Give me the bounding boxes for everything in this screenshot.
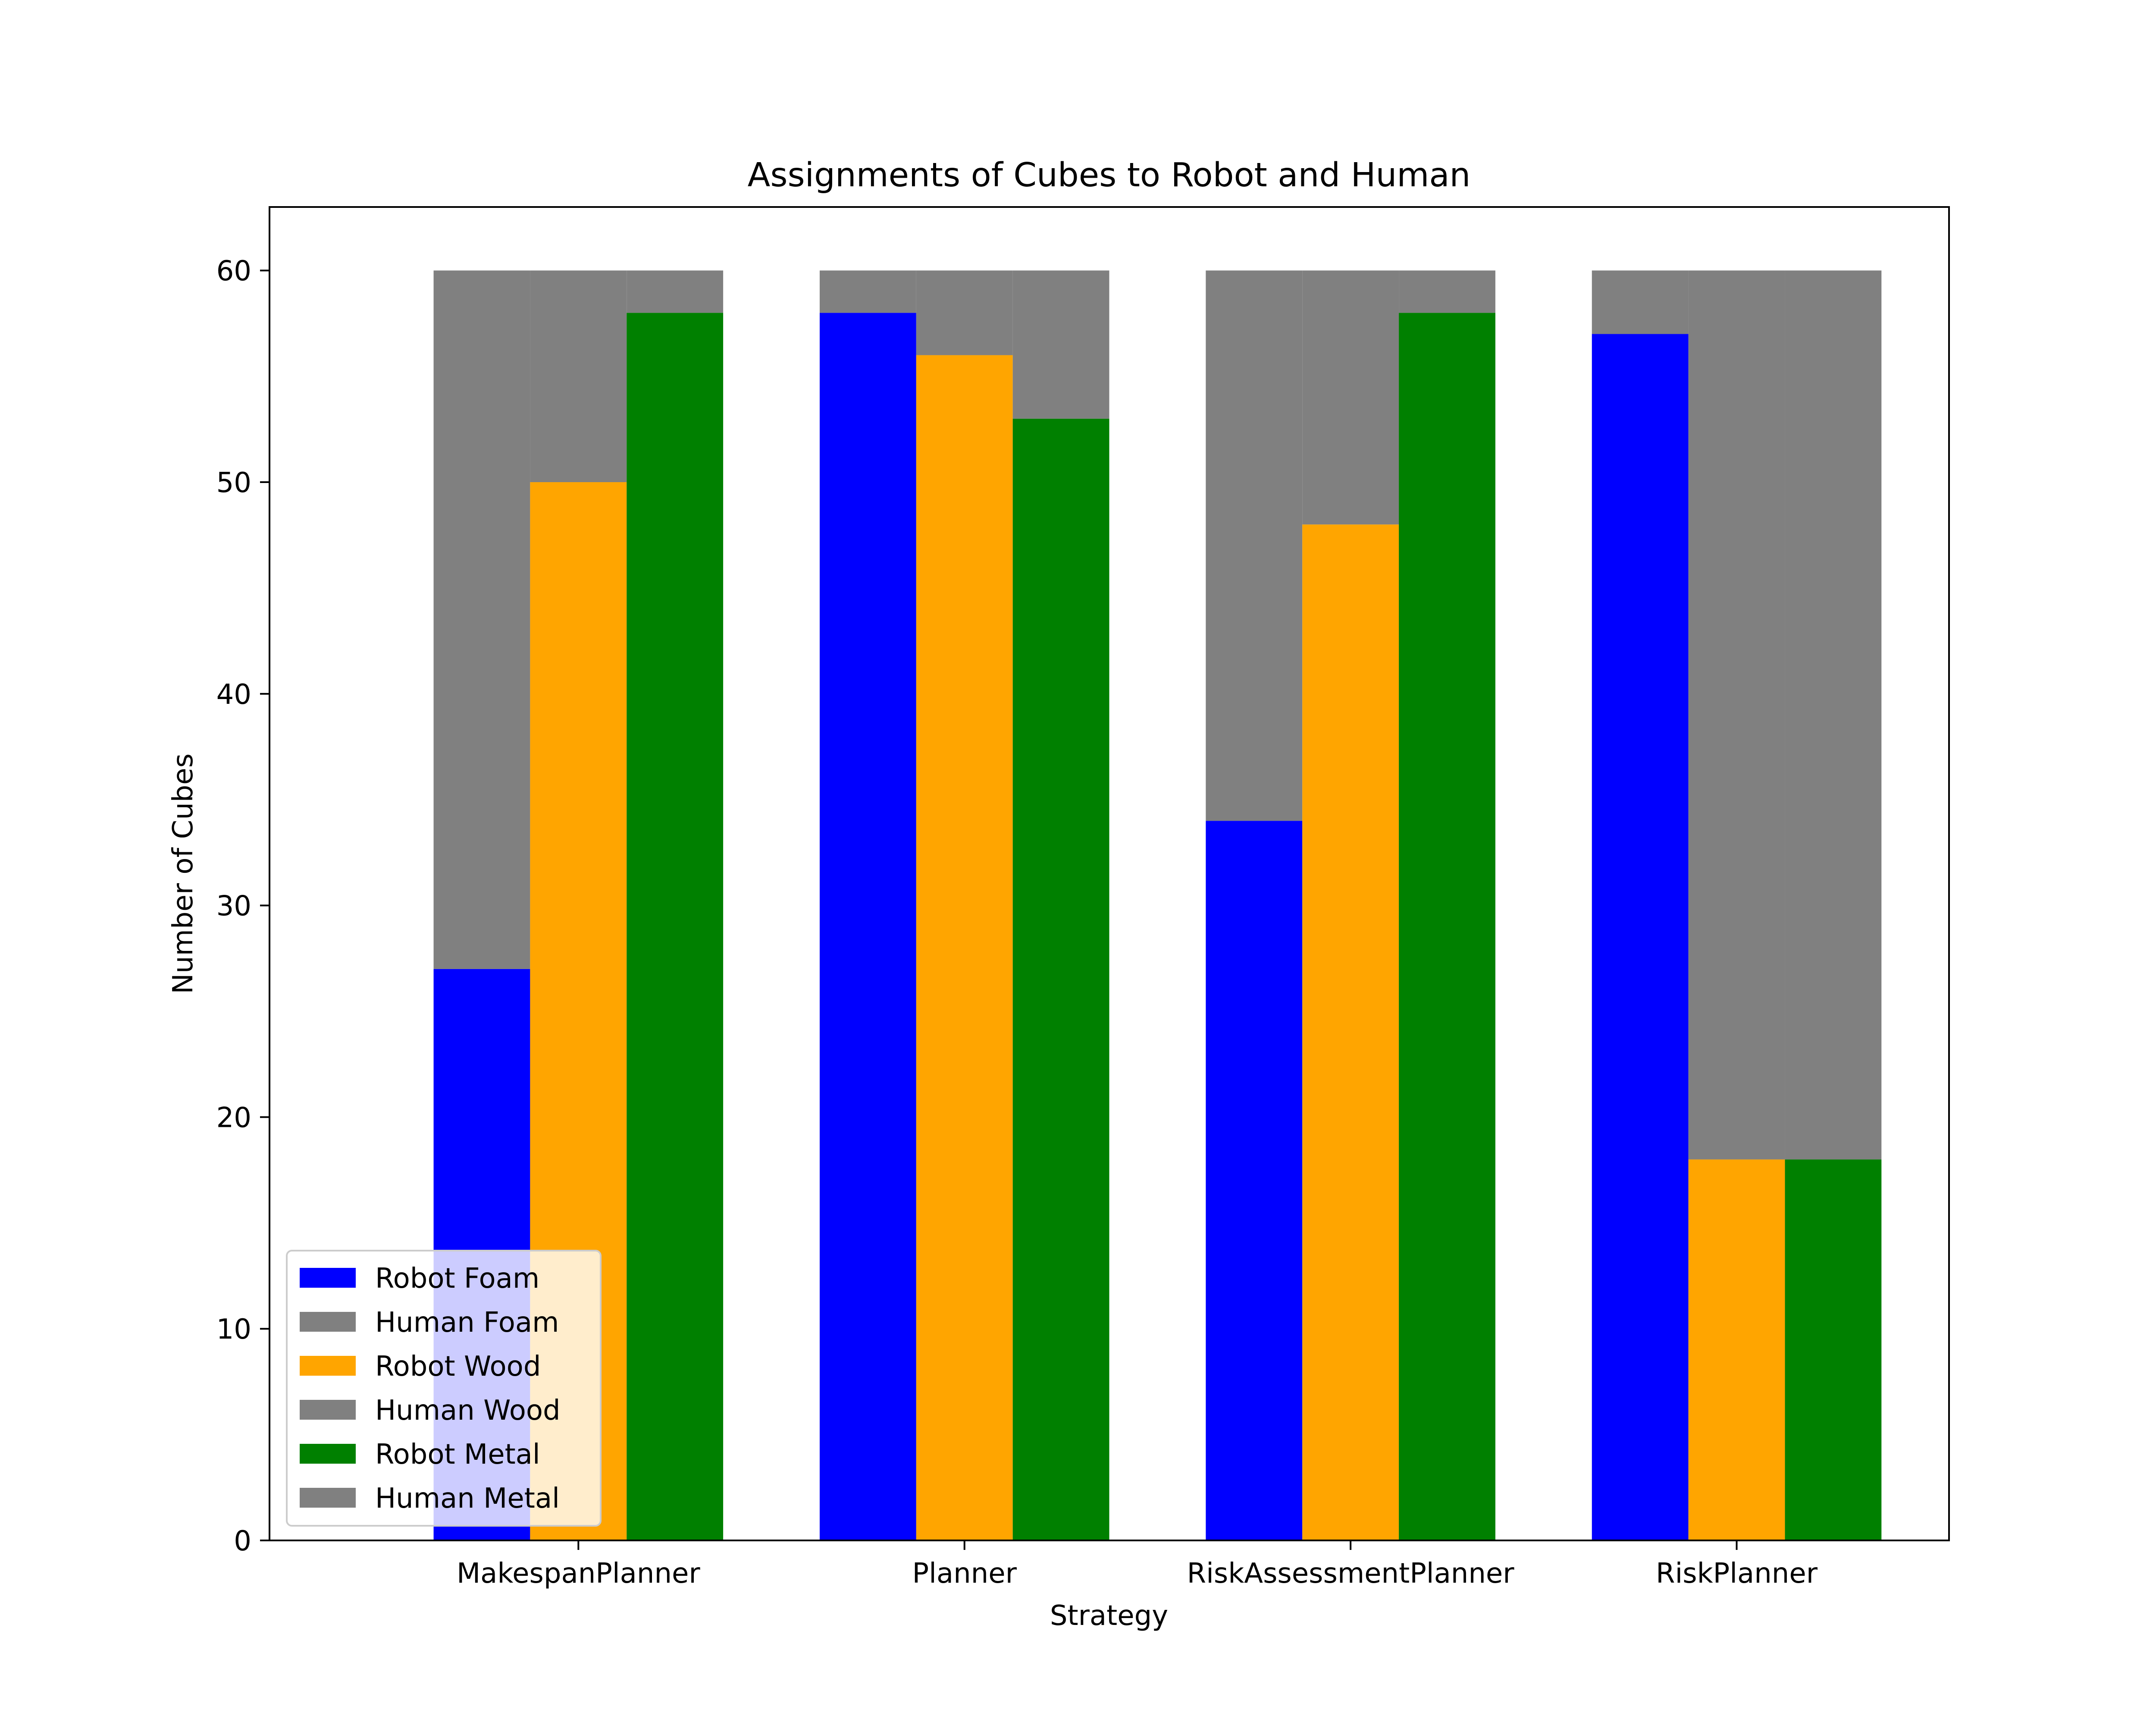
y-axis: 0 10 20 30 40 50 60 [216,255,270,1557]
bar-human-foam-riskplanner [1592,270,1689,334]
bar-human-wood-makespanplanner [530,270,627,483]
legend-label-human-wood: Human Wood [375,1395,561,1427]
legend: Robot Foam Human Foam Robot Wood Human Wood… [286,1250,602,1527]
legend-label-robot-wood: Robot Wood [375,1351,541,1383]
y-tick-label: 40 [216,679,251,711]
legend-label-robot-metal: Robot Metal [375,1439,540,1471]
bar-robot-metal-riskassessmentplanner [1399,313,1495,1540]
y-tick-label: 50 [216,467,251,499]
y-tick-label: 20 [216,1102,251,1134]
legend-label-human-foam: Human Foam [375,1307,559,1339]
bar-robot-foam-riskplanner [1592,334,1689,1541]
bar-robot-wood-riskplanner [1688,1159,1785,1540]
legend-swatch-robot-metal [300,1444,356,1464]
x-tick-label: Planner [912,1558,1017,1590]
plot-frame [269,206,1950,1541]
x-axis: MakespanPlanner Planner RiskAssessmentPlan… [457,1540,1818,1590]
x-axis-label: Strategy [1050,1600,1168,1632]
y-axis-label: Number of Cubes [167,753,199,994]
bar-human-wood-riskplanner [1688,270,1785,1160]
y-tick-label: 0 [234,1525,251,1557]
legend-swatch-robot-wood [300,1356,356,1376]
bar-robot-metal-planner [1012,418,1109,1540]
bar-robot-metal-makespanplanner [627,313,724,1540]
legend-swatch-human-metal [300,1488,356,1508]
bar-robot-metal-riskplanner [1785,1159,1882,1540]
bars-layer [433,270,1882,1541]
legend-label-human-metal: Human Metal [375,1483,560,1515]
bar-human-metal-riskplanner [1785,270,1882,1160]
y-tick-label: 30 [216,891,251,922]
legend-label-robot-foam: Robot Foam [375,1263,539,1295]
bar-human-metal-makespanplanner [627,270,724,313]
legend-swatch-robot-foam [300,1268,356,1288]
x-tick-label: MakespanPlanner [457,1558,700,1590]
bar-robot-foam-riskassessmentplanner [1206,821,1303,1540]
bar-human-foam-planner [819,270,916,313]
legend-swatch-human-foam [300,1312,356,1332]
x-tick-label: RiskPlanner [1656,1558,1818,1590]
y-tick-label: 10 [216,1314,251,1346]
y-tick-label: 60 [216,255,251,287]
bar-human-wood-riskassessmentplanner [1302,270,1399,525]
legend-box [286,1250,602,1527]
bar-human-foam-makespanplanner [433,270,530,969]
bar-human-metal-riskassessmentplanner [1399,270,1495,313]
chart-title: Assignments of Cubes to Robot and Human [748,156,1471,194]
bar-robot-wood-riskassessmentplanner [1302,524,1399,1540]
bar-robot-wood-planner [916,355,1013,1540]
bar-human-wood-planner [916,270,1013,355]
bar-robot-foam-planner [819,313,916,1540]
bar-human-metal-planner [1012,270,1109,419]
bar-human-foam-riskassessmentplanner [1206,270,1303,821]
x-tick-label: RiskAssessmentPlanner [1187,1558,1515,1590]
legend-swatch-human-wood [300,1400,356,1420]
